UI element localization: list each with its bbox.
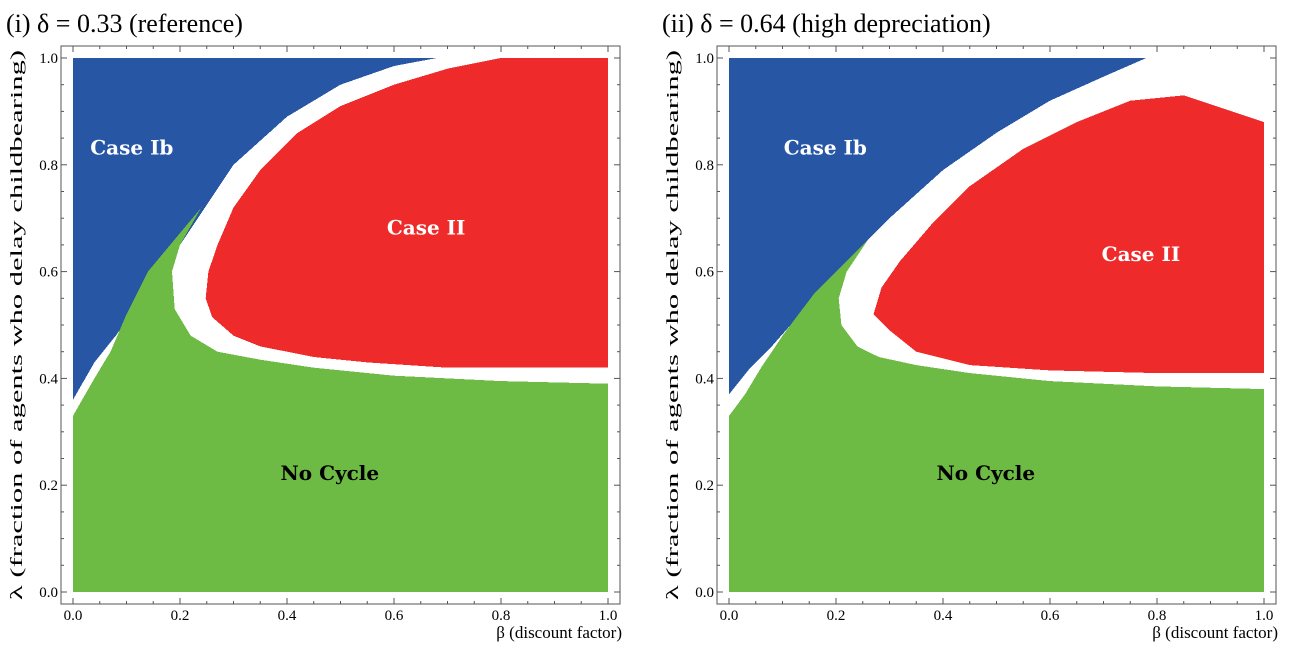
chart-panel-1: Case Ib Case II No Cycle 0.0 0.2 0.4 0.6 0.8 1.0… [6, 9, 622, 642]
x-axis-label: β (discount factor) [496, 623, 622, 642]
y-tick-label: 0.0 [695, 585, 714, 601]
x-axis-label: β (discount factor) [1152, 623, 1278, 642]
y-axis-label: λ (fraction of agents who delay childbea… [663, 50, 682, 600]
y-tick-label: 0.0 [39, 585, 58, 601]
region-label-case-ii: Case II [1102, 242, 1181, 266]
x-tick-label: 1.0 [599, 608, 618, 624]
y-tick-label: 0.4 [695, 371, 714, 387]
y-tick-label: 0.8 [39, 158, 58, 174]
region-label-case-ib: Case Ib [784, 135, 867, 159]
y-axis-label: λ (fraction of agents who delay childbea… [7, 50, 26, 600]
y-tick-label: 0.6 [39, 265, 58, 281]
y-tick-label: 1.0 [695, 51, 714, 67]
region-case-ii [873, 95, 1264, 374]
region-no-cycle [729, 239, 1264, 592]
y-tick-label: 1.0 [39, 51, 58, 67]
x-tick-label: 0.0 [720, 608, 739, 624]
region-case-ii [205, 58, 608, 368]
chart-panel-2: Case Ib Case II No Cycle 0.0 0.2 0.4 0.6 0.8 1.0… [662, 9, 1278, 642]
region-case-ib [73, 58, 437, 400]
x-tick-label: 0.2 [171, 608, 190, 624]
y-tick-label: 0.4 [39, 371, 58, 387]
region-no-cycle [73, 207, 608, 592]
x-tick-label: 0.8 [492, 608, 511, 624]
x-tick-label: 0.6 [385, 608, 404, 624]
chart-title: (ii) δ = 0.64 (high depreciation) [662, 9, 991, 38]
x-tick-label: 0.6 [1041, 608, 1060, 624]
chart-title: (i) δ = 0.33 (reference) [6, 9, 243, 38]
x-tick-label: 0.2 [827, 608, 846, 624]
x-tick-label: 0.4 [934, 608, 953, 624]
region-case-ib [729, 58, 1147, 395]
region-label-case-ib: Case Ib [90, 135, 173, 159]
x-tick-label: 0.0 [64, 608, 83, 624]
region-label-case-ii: Case II [387, 215, 466, 239]
region-label-no-cycle: No Cycle [936, 461, 1035, 485]
x-tick-label: 1.0 [1255, 608, 1274, 624]
x-tick-label: 0.8 [1148, 608, 1167, 624]
y-tick-label: 0.2 [39, 478, 58, 494]
y-tick-label: 0.8 [695, 158, 714, 174]
y-tick-label: 0.2 [695, 478, 714, 494]
y-tick-label: 0.6 [695, 265, 714, 281]
x-tick-label: 0.4 [278, 608, 297, 624]
region-label-no-cycle: No Cycle [280, 461, 379, 485]
